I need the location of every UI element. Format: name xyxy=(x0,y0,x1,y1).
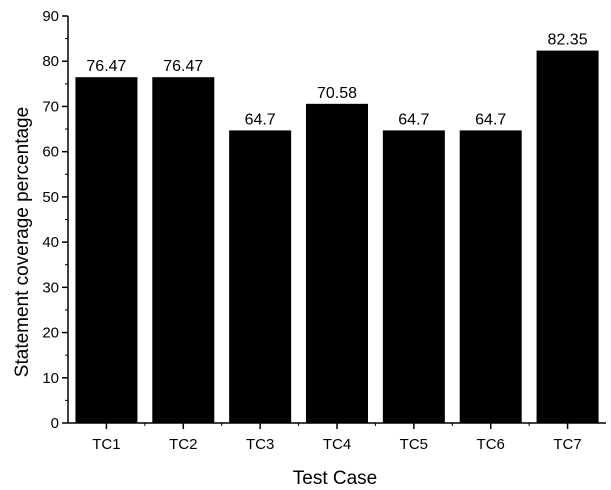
data-label-tc4: 70.58 xyxy=(317,85,357,102)
x-tick-label-tc2: TC2 xyxy=(169,436,197,453)
bar-tc7 xyxy=(536,50,599,423)
y-tick-label: 90 xyxy=(42,8,59,25)
y-tick-label: 70 xyxy=(42,98,59,115)
y-tick-label: 40 xyxy=(42,234,59,251)
x-tick-label-tc7: TC7 xyxy=(553,436,581,453)
x-tick-label-tc1: TC1 xyxy=(92,436,120,453)
axes xyxy=(67,16,606,424)
bars xyxy=(75,50,599,423)
x-tick-label-tc6: TC6 xyxy=(477,436,505,453)
x-axis-title: Test Case xyxy=(293,468,377,489)
y-tick-label: 30 xyxy=(42,279,59,296)
data-labels: 76.47 76.47 64.7 70.58 64.7 64.7 82.35 xyxy=(86,32,587,129)
x-tick-label-tc3: TC3 xyxy=(246,436,274,453)
bar-tc2 xyxy=(152,77,215,423)
x-tick-label-tc4: TC4 xyxy=(323,436,351,453)
y-tick-label: 80 xyxy=(42,53,59,70)
y-tick-label: 0 xyxy=(51,415,59,432)
data-label-tc7: 82.35 xyxy=(548,32,588,49)
data-label-tc3: 64.7 xyxy=(245,111,276,128)
x-tick-label-tc5: TC5 xyxy=(400,436,428,453)
y-tick-label: 60 xyxy=(42,144,59,161)
y-axis-title: Statement coverage percentage xyxy=(12,107,33,377)
data-label-tc6: 64.7 xyxy=(475,111,506,128)
data-label-tc2: 76.47 xyxy=(163,58,203,75)
bar-tc4 xyxy=(306,103,368,423)
data-label-tc5: 64.7 xyxy=(398,111,429,128)
y-tick-label: 10 xyxy=(42,370,59,387)
bar-tc6 xyxy=(459,130,522,423)
y-tick-label: 50 xyxy=(42,189,59,206)
bar-tc1 xyxy=(75,77,138,423)
x-axis-ticks: TC1 TC2 TC3 TC4 TC5 TC6 TC7 xyxy=(92,423,582,453)
y-tick-label: 20 xyxy=(42,325,59,342)
bar-tc3 xyxy=(229,130,292,423)
data-label-tc1: 76.47 xyxy=(86,58,126,75)
y-axis-ticks: 0 10 20 30 40 50 60 70 80 90 xyxy=(42,8,68,432)
bar-tc5 xyxy=(382,130,445,423)
